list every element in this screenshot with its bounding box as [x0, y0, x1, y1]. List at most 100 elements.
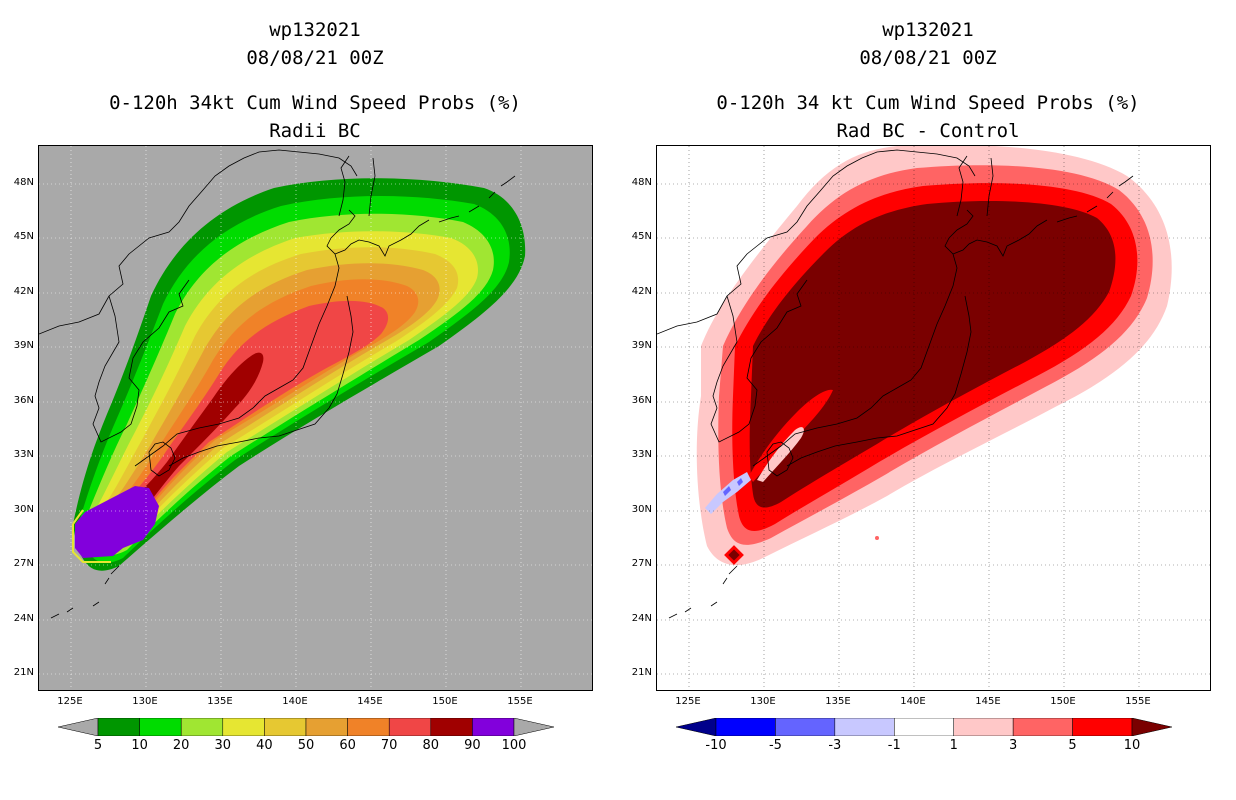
right-lon-label: 140E [900, 696, 926, 707]
right-colorbar-over [1131, 717, 1173, 737]
left-colorbar-label: 20 [172, 738, 190, 753]
right-grid [657, 146, 1210, 690]
left-coast-kyushu [148, 441, 176, 477]
left-colorbar-swatch [264, 717, 307, 737]
right-storm-id: wp132021 [882, 19, 974, 41]
left-colorbar-swatch [430, 717, 473, 737]
left-lat-label: 24N [13, 613, 34, 624]
left-colorbar-label: 80 [422, 738, 440, 753]
left-colorbar-label: 50 [297, 738, 315, 753]
left-colorbar-swatches [57, 717, 555, 737]
right-colorbar [675, 717, 1173, 737]
right-colorbar-label: -1 [887, 738, 901, 753]
left-colorbar-label: 70 [380, 738, 398, 753]
right-coast-japan [752, 209, 1048, 467]
right-lon-label: 135E [825, 696, 851, 707]
right-colorbar-swatch [715, 717, 776, 737]
left-coast-japan [134, 209, 430, 467]
left-lon-label: 150E [432, 696, 458, 707]
left-colorbar-label: 60 [339, 738, 356, 753]
right-lon-label: 155E [1125, 696, 1151, 707]
left-lon-label: 155E [507, 696, 533, 707]
right-lon-label: 130E [750, 696, 776, 707]
left-colorbar-label: 30 [214, 738, 232, 753]
right-colorbar-swatch [834, 717, 895, 737]
right-colorbar-label: 1 [949, 738, 958, 753]
left-subtitle: Radii BC [269, 120, 361, 142]
left-lon-label: 125E [57, 696, 83, 707]
left-colorbar-swatch [347, 717, 390, 737]
left-colorbar-label: 90 [464, 738, 481, 753]
left-lat-label: 45N [13, 231, 34, 242]
left-lon-label: 130E [132, 696, 158, 707]
right-lon-label: 145E [975, 696, 1001, 707]
left-grid [39, 146, 592, 690]
right-coastlines [657, 149, 1134, 619]
right-colorbar-swatch [775, 717, 836, 737]
left-lat-label: 48N [13, 177, 34, 188]
right-colorbar-label: -3 [828, 738, 842, 753]
left-contour-70 [115, 300, 389, 519]
left-colorbar-label: 5 [93, 738, 103, 753]
right-small-dot [875, 536, 879, 540]
right-colorbar-label: 10 [1123, 738, 1141, 753]
left-map-frame [38, 145, 593, 691]
left-colorbar-swatch [305, 717, 348, 737]
right-colorbar-swatch [1012, 717, 1073, 737]
left-probability-map [39, 146, 592, 690]
left-coast-kurils [438, 175, 516, 223]
left-coast-korea-china [39, 149, 358, 443]
right-colorbar-label: 3 [1009, 738, 1018, 753]
right-colorbar-swatch [1072, 717, 1133, 737]
right-diff-contours [696, 146, 1172, 565]
left-colorbar-swatch [388, 717, 432, 737]
left-coast-sakhalin [338, 155, 376, 217]
right-colorbar-swatches [675, 717, 1173, 737]
right-subtitle: Rad BC - Control [836, 120, 1020, 142]
right-lat-label: 48N [631, 177, 652, 188]
right-coast-kurils [1056, 175, 1134, 223]
right-lat-label: 39N [631, 340, 652, 351]
right-lon-label: 150E [1050, 696, 1076, 707]
left-lon-label: 145E [357, 696, 383, 707]
right-colorbar-label: 5 [1068, 738, 1077, 753]
right-title: 0-120h 34 kt Cum Wind Speed Probs (%) [716, 92, 1140, 114]
right-lat-label: 27N [631, 558, 652, 569]
right-lon-label: 125E [675, 696, 701, 707]
right-coast-korea-china [657, 149, 976, 443]
right-contour-over10 [749, 200, 1116, 508]
left-lat-label: 39N [13, 340, 34, 351]
left-colorbar-over [513, 717, 555, 737]
right-lat-label: 30N [631, 504, 652, 515]
left-datetime: 08/08/21 00Z [246, 47, 384, 69]
right-lat-label: 42N [631, 286, 652, 297]
right-contour-neg-3to5 [723, 478, 743, 496]
left-storm-id: wp132021 [269, 19, 361, 41]
right-coast-ryukyu [668, 565, 738, 619]
left-contour-80 [121, 352, 264, 515]
left-lat-label: 27N [13, 558, 34, 569]
left-colorbar-swatch [222, 717, 265, 737]
right-colorbar-swatch [953, 717, 1014, 737]
left-title: 0-120h 34kt Cum Wind Speed Probs (%) [109, 92, 521, 114]
left-lat-label: 21N [13, 667, 34, 678]
left-lat-label: 33N [13, 449, 34, 460]
right-lat-label: 36N [631, 395, 652, 406]
left-lon-label: 135E [207, 696, 233, 707]
left-colorbar [57, 717, 555, 737]
right-lat-label: 45N [631, 231, 652, 242]
left-lat-label: 36N [13, 395, 34, 406]
right-coast-kyushu [766, 441, 794, 477]
right-difference-map [657, 146, 1210, 690]
left-colorbar-label: 100 [501, 738, 527, 753]
left-colorbar-swatch [472, 717, 515, 737]
left-lat-label: 42N [13, 286, 34, 297]
left-colorbar-label: 10 [131, 738, 148, 753]
left-lat-label: 30N [13, 504, 34, 515]
right-coast-sakhalin [956, 155, 994, 217]
right-map-frame [656, 145, 1211, 691]
right-colorbar-label: -10 [705, 738, 727, 753]
left-contour-90 [75, 486, 159, 558]
left-lon-label: 140E [282, 696, 308, 707]
left-coast-ryukyu [50, 565, 120, 619]
